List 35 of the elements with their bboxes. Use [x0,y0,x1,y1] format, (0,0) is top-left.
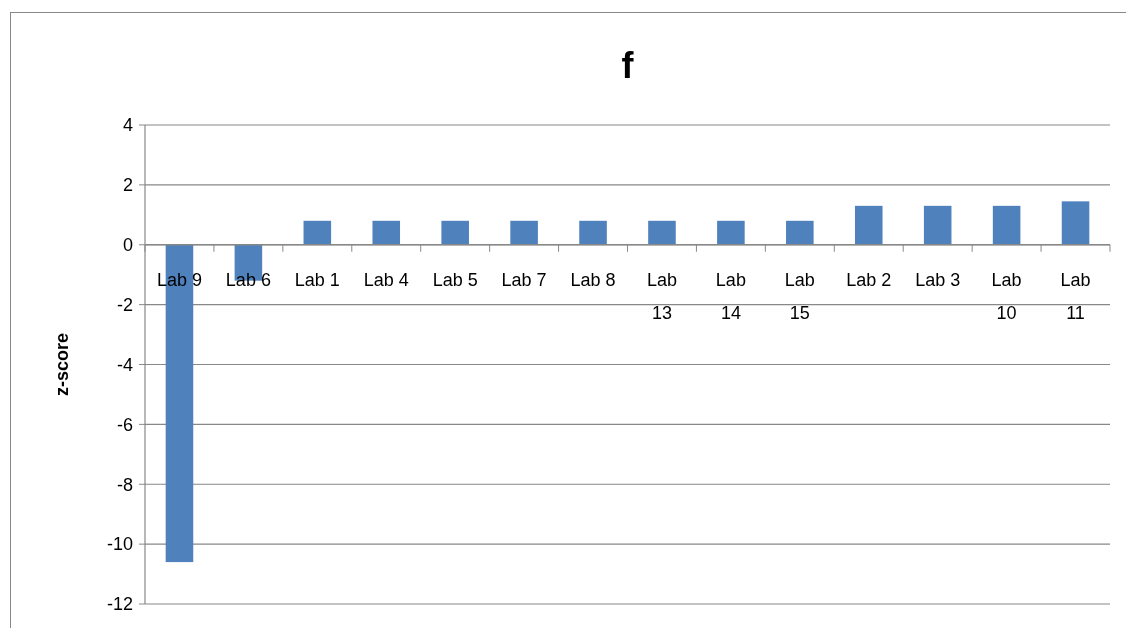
x-tick-label: Lab 4 [363,269,409,290]
y-tick-label: -10 [106,534,133,555]
bar [579,220,607,245]
x-tick-label: Lab 13 [646,269,677,323]
bar [786,220,814,245]
bar [923,205,952,245]
x-tick-label: Lab 14 [715,269,746,323]
chart-title: f [621,45,635,86]
x-tick-label: Lab 11 [1060,269,1091,323]
bar [717,220,745,245]
x-tick-label: Lab 5 [432,269,478,290]
x-tick-label: Lab 3 [915,269,961,290]
y-tick-label: -12 [106,594,133,615]
y-tick-label: 4 [122,115,133,136]
bar [854,205,883,245]
y-tick-label: -4 [116,354,133,375]
y-tick-label: -8 [116,474,133,495]
x-tick-label: Lab 8 [570,269,616,290]
x-tick-label: Lab 2 [846,269,892,290]
y-tick-label: -2 [116,294,133,315]
bar [372,220,401,245]
y-axis-title: z-score [52,332,72,397]
bar [992,205,1021,245]
x-tick-label: Lab 15 [784,269,815,323]
y-tick-label: -6 [116,414,133,435]
x-tick-label: Lab 1 [294,269,340,290]
bar [510,220,538,245]
bar [1061,201,1090,245]
bar [303,220,332,245]
y-tick-label: 0 [122,235,133,256]
bar [648,220,676,245]
bar [441,220,469,245]
x-tick-label: Lab 7 [501,269,547,290]
y-tick-label: 2 [122,175,133,196]
x-tick-label: Lab 10 [991,269,1022,323]
